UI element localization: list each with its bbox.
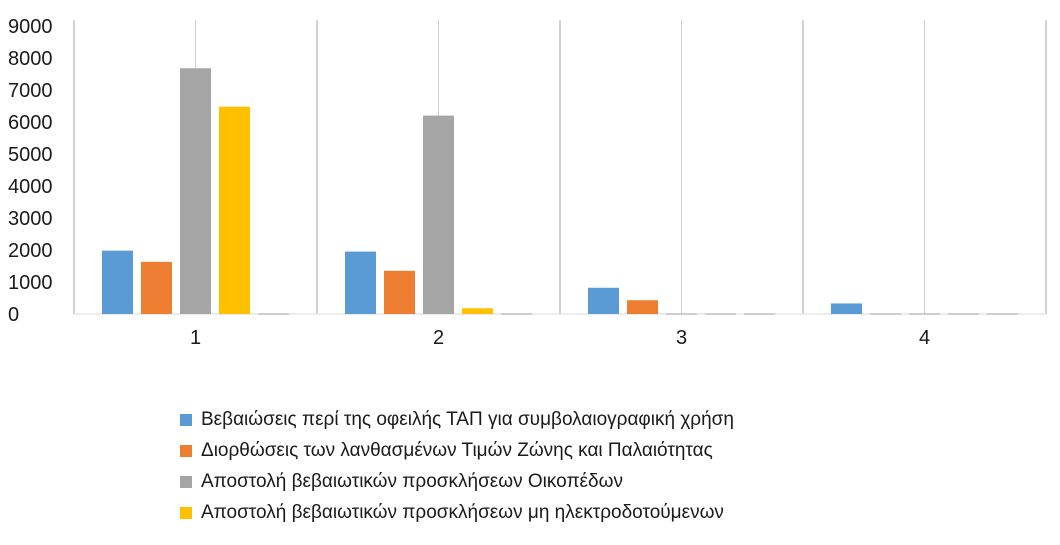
legend-label: Βεβαιώσεις περί της οφειλής ΤΑΠ για συμβ… xyxy=(201,408,734,430)
legend-label: Αποστολή βεβαιωτικών προσκλήσεων μη ηλεκ… xyxy=(201,501,724,523)
bar xyxy=(141,261,172,314)
legend-swatch xyxy=(180,506,192,519)
legend-swatch xyxy=(180,475,192,488)
legend-item: Αποστολή βεβαιωτικών προσκλήσεων μη ηλεκ… xyxy=(180,497,734,528)
legend: Βεβαιώσεις περί της οφειλής ΤΑΠ για συμβ… xyxy=(180,404,734,528)
y-tick-label: 7000 xyxy=(8,80,53,102)
bar-chart: 0 1000 2000 3000 4000 5000 6000 7000 8000 9000 1 2… xyxy=(8,16,1047,349)
bar xyxy=(384,270,415,314)
legend-item: Βεβαιώσεις περί της οφειλής ΤΑΠ για συμβ… xyxy=(180,404,734,435)
legend-swatch xyxy=(180,444,192,457)
bar xyxy=(831,303,862,314)
y-tick-label: 2000 xyxy=(8,240,53,262)
bar xyxy=(588,287,619,314)
y-axis-tick-labels: 0 1000 2000 3000 4000 5000 6000 7000 8000 9000 xyxy=(8,16,53,326)
bars xyxy=(102,68,1018,315)
bar xyxy=(627,300,658,314)
y-tick-label: 6000 xyxy=(8,112,53,134)
legend-label: Αποστολή βεβαιωτικών προσκλήσεων Οικοπέδ… xyxy=(201,470,623,492)
x-tick-label: 4 xyxy=(919,327,930,349)
bar xyxy=(180,68,211,315)
y-tick-label: 0 xyxy=(8,304,19,326)
bar xyxy=(102,250,133,314)
legend-item: Διορθώσεις των λανθασμένων Τιμών Ζώνης κ… xyxy=(180,435,734,466)
y-tick-label: 5000 xyxy=(8,144,53,166)
y-tick-label: 3000 xyxy=(8,208,53,230)
legend-item: Αποστολή βεβαιωτικών προσκλήσεων Οικοπέδ… xyxy=(180,466,734,497)
x-tick-label: 1 xyxy=(190,327,201,349)
x-tick-label: 2 xyxy=(433,327,444,349)
legend-label: Διορθώσεις των λανθασμένων Τιμών Ζώνης κ… xyxy=(201,439,713,461)
bar xyxy=(345,251,376,314)
y-tick-label: 4000 xyxy=(8,176,53,198)
bar xyxy=(219,106,250,314)
y-tick-label: 1000 xyxy=(8,272,53,294)
x-tick-label: 3 xyxy=(676,327,687,349)
y-tick-label: 8000 xyxy=(8,48,53,70)
x-axis-tick-labels: 1 2 3 4 xyxy=(190,327,930,349)
y-tick-label: 9000 xyxy=(8,16,53,38)
bar xyxy=(462,308,493,314)
legend-swatch xyxy=(180,413,192,426)
bar xyxy=(423,115,454,314)
